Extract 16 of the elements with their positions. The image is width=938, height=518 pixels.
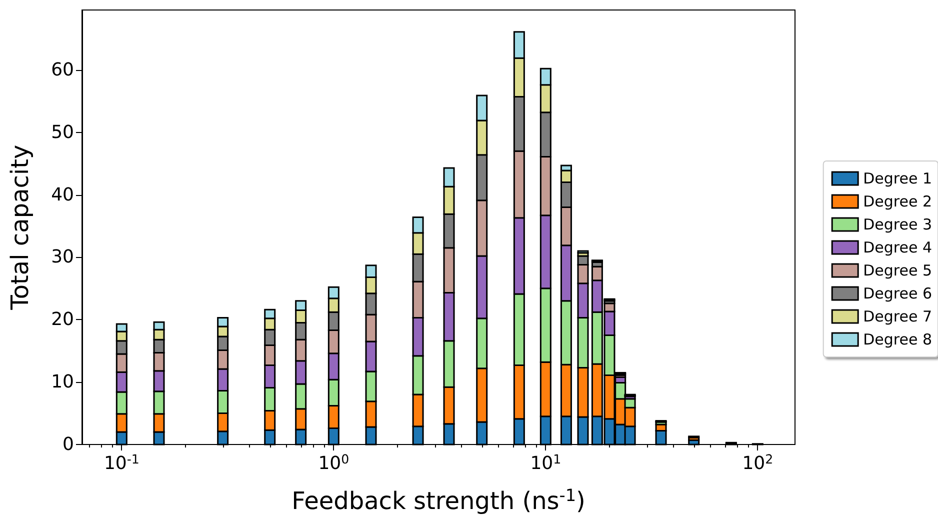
legend-label: Degree 8: [863, 330, 932, 348]
legend-label: Degree 3: [863, 216, 932, 234]
y-tick-label: 20: [51, 309, 74, 330]
y-tick-label: 50: [51, 122, 74, 143]
y-tick-label: 60: [51, 59, 74, 80]
y-tick-label: 0: [62, 434, 74, 455]
legend-label: Degree 5: [863, 262, 932, 280]
legend-label: Degree 1: [863, 170, 932, 188]
legend-label: Degree 7: [863, 308, 932, 326]
y-axis-title: Total capacity: [6, 144, 34, 311]
y-tick-label: 30: [51, 246, 74, 268]
y-tick-label: 40: [51, 184, 74, 206]
legend-label: Degree 2: [863, 192, 932, 210]
y-tick-label: 10: [51, 372, 74, 393]
legend-label: Degree 4: [863, 238, 932, 256]
legend-label: Degree 6: [863, 284, 932, 302]
